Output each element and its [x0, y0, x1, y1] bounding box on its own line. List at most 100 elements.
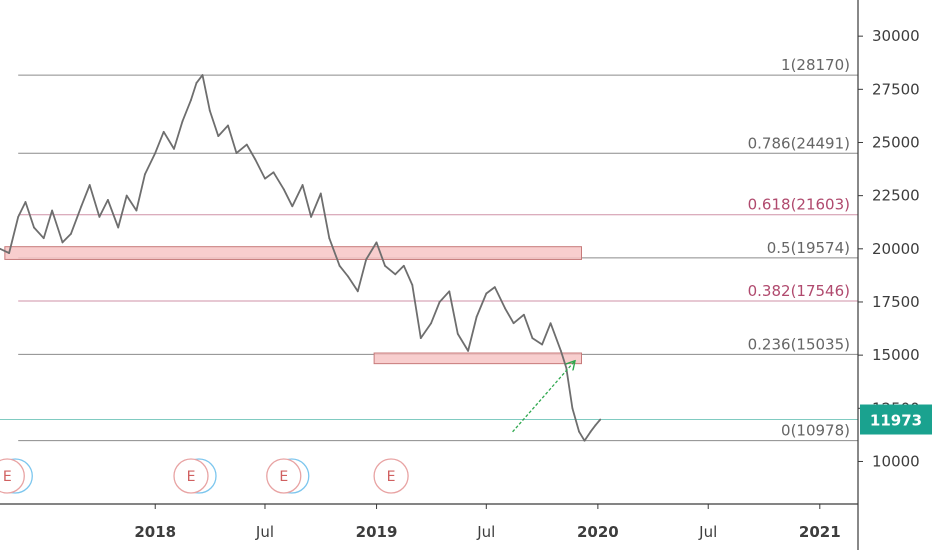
price-point: [88, 184, 91, 186]
price-point: [411, 284, 414, 286]
price-point: [51, 209, 54, 212]
earnings-e-icon: [0, 458, 25, 494]
y-tick-label: 10000: [872, 452, 920, 470]
price-point: [291, 205, 294, 208]
x-tick-label: Jul: [698, 523, 717, 541]
price-point: [347, 275, 349, 278]
price-point: [589, 430, 592, 433]
price-point: [522, 313, 525, 316]
x-axis-ticks[interactable]: 2018 Jul 2019 Jul 2020 Jul 2021: [134, 504, 841, 541]
price-point: [208, 109, 211, 112]
price-point: [254, 158, 257, 161]
fib-level-label-0-786: 0.786(24491): [748, 134, 850, 152]
price-point: [310, 216, 312, 218]
x-tick-label: 2018: [134, 523, 176, 541]
x-tick-label: 2019: [356, 523, 398, 541]
price-point: [70, 233, 72, 235]
price-point: [201, 74, 204, 76]
zones: [4, 246, 582, 365]
price-point: [475, 315, 478, 318]
price-point: [578, 430, 580, 433]
earnings-e-icon: [266, 458, 302, 494]
price-point: [430, 322, 433, 325]
price-point: [17, 216, 20, 218]
current-price-badge-bg: [860, 404, 932, 435]
current-price-badge-label: 11973: [870, 412, 922, 430]
event-label: E: [187, 469, 196, 485]
earnings-e-icon: [173, 458, 209, 494]
price-point: [328, 237, 331, 240]
price-point: [419, 337, 422, 340]
price-point: [98, 216, 101, 218]
series: [0, 74, 602, 442]
price-point: [356, 290, 359, 293]
price-point: [125, 194, 128, 197]
current-price-badge: 11973: [860, 404, 932, 435]
y-tick-label: 17500: [872, 293, 920, 311]
price-point: [227, 124, 229, 127]
price-point: [282, 188, 285, 191]
y-tick-label: 20000: [872, 240, 920, 258]
price-point: [338, 264, 341, 267]
price-point: [173, 147, 175, 150]
price-point: [117, 226, 120, 229]
price-point: [493, 286, 496, 288]
price-point: [0, 247, 1, 250]
x-tick-label: Jul: [476, 523, 495, 541]
price-point: [135, 209, 138, 212]
price-point: [365, 258, 368, 261]
projection-arrow: [512, 362, 575, 433]
price-point: [565, 366, 568, 369]
price-point: [42, 237, 45, 240]
event-marker[interactable]: E: [173, 458, 217, 494]
price-point: [531, 337, 534, 340]
price-point: [504, 307, 506, 310]
price-point: [394, 273, 397, 276]
support-zone-1: [4, 246, 582, 260]
price-point: [107, 198, 109, 201]
price-point: [485, 292, 488, 295]
price-point: [272, 171, 275, 174]
price-point: [301, 184, 304, 186]
price-point: [33, 226, 35, 229]
y-tick-label: 22500: [872, 187, 920, 205]
price-point: [448, 290, 451, 293]
x-tick-label: 2020: [577, 523, 619, 541]
price-point: [24, 201, 27, 203]
price-point: [599, 418, 602, 421]
earnings-e-icon: [373, 458, 409, 494]
price-point: [456, 332, 459, 335]
price-point: [154, 152, 157, 155]
y-tick-label: 30000: [872, 27, 920, 45]
price-point: [217, 135, 220, 138]
event-label: E: [387, 469, 396, 485]
fib-level-label-1: 1(28170): [781, 56, 850, 74]
y-tick-label: 15000: [872, 346, 920, 364]
price-point: [61, 241, 64, 244]
y-tick-label: 25000: [872, 133, 920, 151]
price-point: [571, 407, 574, 410]
event-marker[interactable]: E: [266, 458, 310, 494]
price-point: [375, 241, 378, 244]
price-point: [594, 424, 597, 427]
fib-level-label-0: 0(10978): [781, 422, 850, 440]
event-label: E: [279, 469, 288, 485]
price-point: [559, 349, 562, 352]
price-point: [181, 120, 184, 123]
price-point: [144, 173, 146, 176]
x-tick-label: Jul: [255, 523, 274, 541]
price-point: [80, 205, 83, 208]
event-marker[interactable]: E: [0, 458, 33, 494]
price-point: [319, 192, 322, 195]
x-tick-label: 2021: [799, 523, 841, 541]
price-point: [195, 82, 198, 84]
price-point: [438, 301, 441, 303]
fib-level-label-0-5: 0.5(19574): [767, 239, 850, 257]
event-marker[interactable]: E: [373, 458, 409, 494]
price-point: [512, 322, 515, 325]
event-label: E: [3, 469, 12, 485]
projection-arrow-group: [512, 362, 575, 433]
